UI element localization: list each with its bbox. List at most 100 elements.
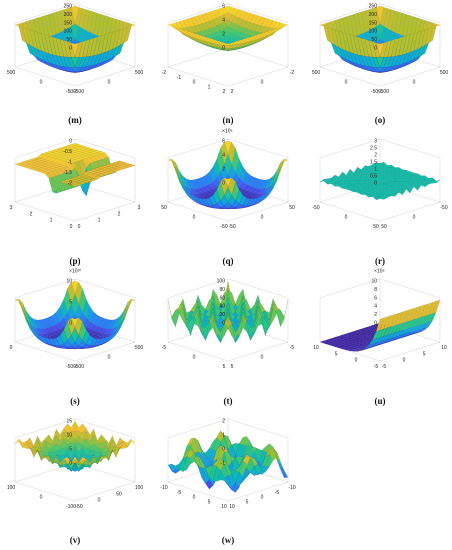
panel-r-x-tick: -50 bbox=[312, 205, 319, 211]
panel-q-y-tick: 50 bbox=[289, 205, 295, 211]
panel-m-z-tick: 150 bbox=[64, 20, 73, 26]
panel-s-x-tick: 0 bbox=[10, 345, 13, 351]
panel-n-z-tick: 2 bbox=[222, 32, 225, 38]
panel-v-y-tick: 100 bbox=[135, 485, 144, 491]
panel-w-x-tick: -10 bbox=[160, 485, 167, 491]
panel-q-surface bbox=[167, 140, 289, 210]
panel-n-z-tick: 0 bbox=[222, 46, 225, 52]
panel-v-y-tick: -50 bbox=[75, 504, 82, 510]
panel-v-label: (v) bbox=[70, 535, 81, 545]
panel-q-y-tick: -50 bbox=[228, 224, 235, 230]
panel-w-x-tick: 10 bbox=[221, 504, 227, 510]
panel-m-label: (m) bbox=[68, 115, 82, 125]
panel-w-label: (w) bbox=[222, 535, 235, 545]
panel-t-z-tick: 20 bbox=[219, 312, 225, 318]
panel-w-z-tick: 0 bbox=[222, 447, 225, 453]
panel-p-y-tick: 3 bbox=[138, 205, 141, 211]
panel-w-z-tick: -1 bbox=[221, 461, 226, 467]
panel-u-x-tick: 5 bbox=[335, 351, 338, 357]
panel-q-label: (q) bbox=[223, 256, 234, 266]
panel-s-x-tick: -500 bbox=[66, 364, 76, 370]
panel-w-surface bbox=[167, 430, 289, 493]
panel-s-y-tick: -500 bbox=[74, 364, 84, 370]
panel-r-x-tick: 50 bbox=[373, 224, 379, 230]
panel-r-y-tick: 50 bbox=[381, 224, 387, 230]
panel-v: 0 5 10 15 100 0 -100 -50 0 50 100 (v) bbox=[7, 419, 144, 546]
panel-w-y-tick: 10 bbox=[229, 504, 235, 510]
panel-q-z-exponent: ×10⁶ bbox=[222, 129, 233, 135]
panel-m-x-tick: 0 bbox=[40, 80, 43, 86]
panel-o-surface bbox=[319, 5, 441, 73]
panel-n-label: (n) bbox=[223, 115, 234, 125]
panel-p-y-tick: 0 bbox=[78, 224, 81, 230]
panel-w-y-tick: -5 bbox=[275, 490, 280, 496]
panel-t-z-tick: 100 bbox=[217, 279, 226, 285]
panel-v-z-tick: 5 bbox=[69, 447, 72, 453]
panel-w-y-tick: 0 bbox=[261, 495, 264, 501]
panel-n-x-tick: 2 bbox=[223, 89, 226, 95]
panel-t-x-tick: 0 bbox=[193, 355, 196, 361]
panel-p-z-tick: -2 bbox=[68, 181, 73, 187]
panel-o-z-tick: 200 bbox=[369, 12, 378, 18]
panel-u-z-tick: 2 bbox=[374, 312, 377, 318]
panel-o-z-tick: 50 bbox=[371, 37, 377, 43]
panel-t-x-tick: 5 bbox=[223, 364, 226, 370]
panel-n-z-tick: 4 bbox=[222, 18, 225, 24]
panel-r-z-tick: 2.5 bbox=[370, 146, 377, 152]
panel-o: 0 50 100 150 200 250 500 0 -500-500 0 500 (o) bbox=[312, 4, 449, 126]
panel-n-z-tick: 6 bbox=[222, 4, 225, 10]
panel-u: 0 2 4 6 8 10 ×10⁹ 10 5 0 -5 -5 0 5 10 (u) bbox=[313, 269, 447, 406]
panel-w-x-tick: -5 bbox=[177, 490, 182, 496]
panel-s-z-exponent: ×10¹⁰ bbox=[69, 269, 81, 275]
panel-v-surface bbox=[14, 420, 136, 472]
panel-t-x-tick: -5 bbox=[162, 345, 167, 351]
panel-u-y-tick: 10 bbox=[441, 345, 447, 351]
panel-p-x-tick: 0 bbox=[70, 224, 73, 230]
panel-m-z-tick: 0 bbox=[69, 46, 72, 52]
panel-o-z-tick: 100 bbox=[369, 29, 378, 35]
panel-s-z-tick: 5 bbox=[69, 300, 72, 306]
panel-o-z-tick: 150 bbox=[369, 20, 378, 26]
panel-t-z-tick: 80 bbox=[219, 287, 225, 293]
panel-r-y-tick: 0 bbox=[413, 215, 416, 221]
panel-p-z-tick: 0 bbox=[69, 139, 72, 145]
panel-n-x-tick: 0 bbox=[193, 80, 196, 86]
panel-r-axes-box bbox=[319, 138, 441, 222]
panel-u-axes-box bbox=[319, 278, 441, 362]
panel-r-surface bbox=[319, 161, 441, 201]
panel-m-x-tick: -500 bbox=[66, 89, 76, 95]
panel-p-surface bbox=[14, 142, 136, 197]
panel-r-z-tick: 1.5 bbox=[370, 160, 377, 166]
panel-u-y-tick: 5 bbox=[423, 351, 426, 357]
panel-v-y-tick: 0 bbox=[98, 498, 101, 504]
panel-u-y-tick: -5 bbox=[382, 364, 387, 370]
panel-o-x-tick: 500 bbox=[312, 70, 321, 76]
panel-v-x-tick: 0 bbox=[40, 495, 43, 501]
panel-t-z-tick: 0 bbox=[222, 321, 225, 327]
panel-q-z-tick: 4 bbox=[222, 153, 225, 159]
panel-o-x-tick: 0 bbox=[345, 80, 348, 86]
panel-p-x-tick: 3 bbox=[10, 205, 13, 211]
panel-w-x-tick: 0 bbox=[193, 495, 196, 501]
panel-q-x-tick: 50 bbox=[161, 205, 167, 211]
panel-u-y-tick: 0 bbox=[403, 358, 406, 364]
panel-r-z-tick: 3 bbox=[374, 139, 377, 145]
panel-u-z-exponent: ×10⁹ bbox=[374, 269, 385, 275]
panel-t-surface bbox=[167, 281, 289, 343]
panel-q-z-tick: 2 bbox=[222, 167, 225, 173]
panel-s-y-tick: 0 bbox=[108, 355, 111, 361]
panel-s-y-tick: 500 bbox=[135, 345, 144, 351]
panel-n-x-tick: -1 bbox=[177, 75, 182, 81]
panel-w-x-tick: 5 bbox=[208, 499, 211, 505]
panel-u-label: (u) bbox=[375, 396, 386, 406]
panel-u-x-tick: -5 bbox=[374, 364, 379, 370]
panel-m-y-tick: 0 bbox=[108, 80, 111, 86]
panel-m-x-tick: 500 bbox=[7, 70, 16, 76]
panel-u-z-tick: 4 bbox=[374, 304, 377, 310]
panel-v-z-tick: 15 bbox=[66, 419, 72, 425]
panel-n-y-tick: 2 bbox=[231, 89, 234, 95]
panel-n-x-tick: -2 bbox=[162, 70, 167, 76]
panel-q-z-tick: 0 bbox=[222, 181, 225, 187]
